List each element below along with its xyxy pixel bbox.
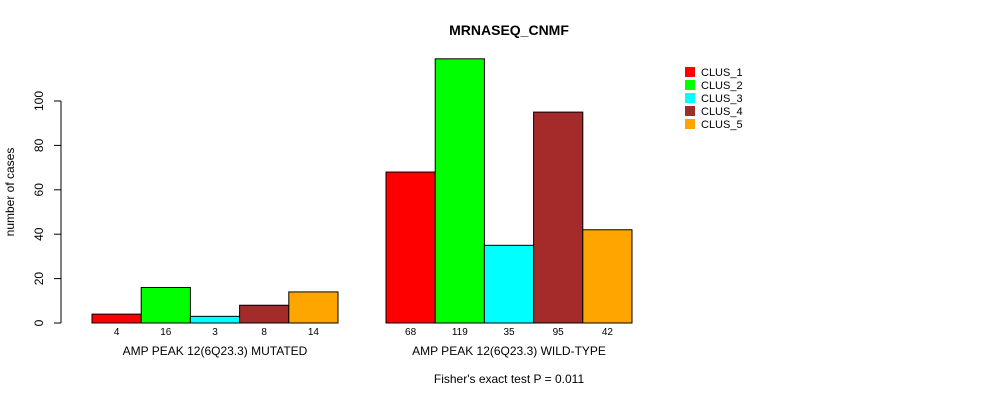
bar-value-label: 68 bbox=[405, 327, 417, 338]
legend-swatch bbox=[685, 80, 695, 90]
bar bbox=[189, 315, 241, 324]
bar-value-label: 4 bbox=[114, 327, 120, 338]
legend-label: CLUS_4 bbox=[701, 106, 743, 118]
bar bbox=[140, 286, 191, 324]
group-label: AMP PEAK 12(6Q23.3) WILD-TYPE bbox=[412, 344, 606, 358]
bar-value-label: 35 bbox=[503, 327, 515, 338]
y-tick-label: 40 bbox=[32, 227, 46, 241]
legend-swatch bbox=[685, 106, 695, 116]
bar bbox=[91, 313, 142, 324]
bar-value-label: 95 bbox=[553, 327, 565, 338]
y-axis: 0 20 40 60 80 100 bbox=[32, 91, 62, 326]
footnote: Fisher's exact test P = 0.011 bbox=[434, 372, 585, 386]
group-labels: AMP PEAK 12(6Q23.3) MUTATED AMP PEAK 12(6… bbox=[123, 344, 606, 358]
y-tick-label: 60 bbox=[32, 183, 46, 197]
bar-value-label: 14 bbox=[308, 327, 320, 338]
bar bbox=[288, 291, 339, 324]
bar-value-label: 119 bbox=[452, 327, 468, 338]
y-tick-label: 80 bbox=[32, 138, 46, 152]
legend-label: CLUS_1 bbox=[701, 67, 743, 79]
legend-swatch bbox=[685, 119, 695, 129]
bar-value-label: 8 bbox=[261, 327, 267, 338]
bar bbox=[483, 244, 535, 324]
bar-value-label: 16 bbox=[160, 327, 172, 338]
y-tick-label: 20 bbox=[32, 272, 46, 286]
legend-swatch bbox=[685, 93, 695, 103]
bar-value-label: 42 bbox=[602, 327, 614, 338]
y-tick-label: 0 bbox=[32, 319, 46, 326]
bar bbox=[239, 304, 290, 324]
legend-label: CLUS_2 bbox=[701, 80, 743, 92]
bar bbox=[533, 111, 584, 324]
legend-label: CLUS_5 bbox=[701, 119, 743, 131]
y-axis-label: number of cases bbox=[3, 148, 17, 237]
group-label: AMP PEAK 12(6Q23.3) MUTATED bbox=[123, 344, 308, 358]
legend-label: CLUS_3 bbox=[701, 93, 743, 105]
bar bbox=[385, 171, 436, 324]
legend-swatch bbox=[685, 67, 695, 77]
chart-title: MRNASEQ_CNMF bbox=[449, 22, 569, 38]
bar bbox=[434, 58, 485, 324]
bar-labels: 4 16 3 8 14 68 119 35 95 42 bbox=[114, 327, 614, 338]
bar-value-label: 3 bbox=[212, 327, 218, 338]
bar bbox=[582, 229, 633, 324]
y-tick-label: 100 bbox=[32, 91, 46, 111]
bars bbox=[91, 58, 633, 324]
